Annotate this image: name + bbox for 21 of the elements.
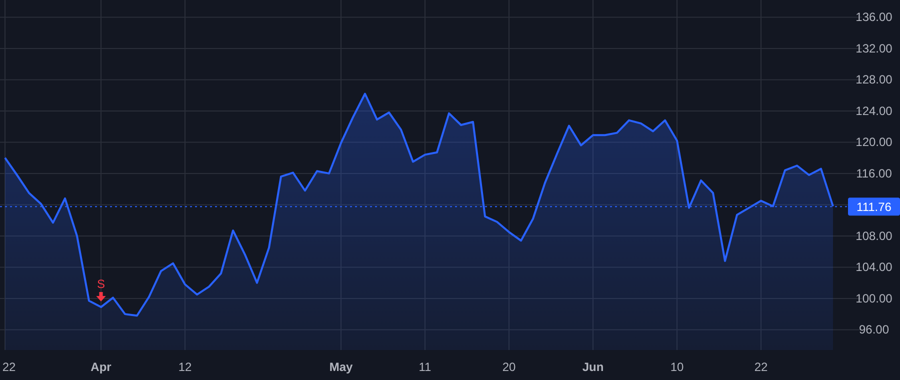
y-tick-label: 104.00 bbox=[856, 260, 893, 274]
y-tick-label: 128.00 bbox=[856, 72, 893, 87]
x-tick-label: 22 bbox=[754, 360, 768, 374]
ref-line-label: 111.76 bbox=[856, 200, 892, 214]
x-tick-label: 12 bbox=[178, 360, 192, 374]
y-tick-label: 132.00 bbox=[856, 41, 893, 56]
y-tick-label: 100.00 bbox=[856, 291, 893, 306]
x-tick-label: May bbox=[329, 360, 353, 374]
y-tick-label: 124.00 bbox=[856, 104, 893, 118]
y-tick-label: 96.00 bbox=[858, 322, 890, 337]
x-tick-label: Jun bbox=[582, 360, 604, 374]
y-tick-label: 116.00 bbox=[856, 166, 892, 180]
annotation: S bbox=[96, 277, 106, 292]
y-tick-label: 136.00 bbox=[856, 10, 893, 24]
y-tick-label: 120.00 bbox=[856, 135, 893, 150]
x-tick-label: 11 bbox=[418, 360, 432, 374]
x-tick-label: 20 bbox=[502, 360, 516, 374]
y-tick-label: 108.00 bbox=[856, 228, 893, 243]
x-tick-label: 10 bbox=[670, 360, 684, 374]
x-tick-label: Apr bbox=[90, 360, 112, 374]
x-tick-label: 22 bbox=[2, 360, 16, 374]
